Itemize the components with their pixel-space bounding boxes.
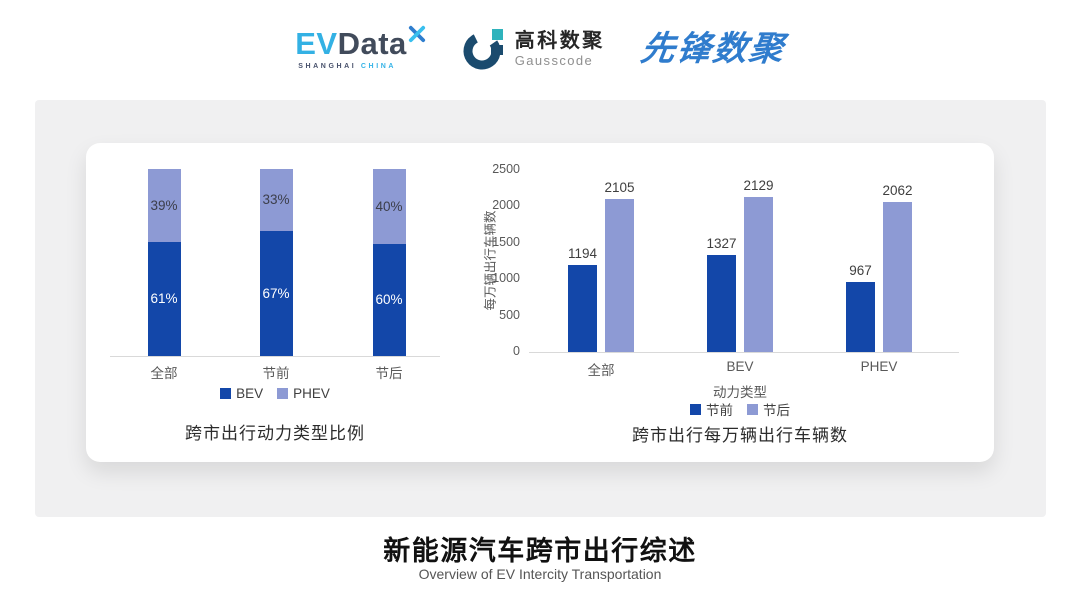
gausscode-wordmark: 高科数聚 Gausscode [515,30,605,68]
pre-holiday-bar [568,265,597,352]
legend-item: BEV [220,386,263,401]
y-tick-label: 2000 [492,198,520,213]
left-chart-categories: 全部 节前 节后 [110,362,440,381]
xianfeng-logo: 先锋数聚 [638,30,788,68]
y-tick-label: 1000 [492,271,520,286]
legend-label: 节前 [706,403,733,418]
phev-bar-segment: 39% [147,169,181,242]
post-holiday-bar [605,199,634,352]
header-logos: EV Data SHANGHAI CHINA 高科数聚 Gausscode [0,16,1080,82]
gausscode-cn-label: 高科数聚 [514,30,605,52]
post-holiday-bar [744,197,773,352]
right-chart-title: 跨市出行每万辆出行车辆数 [632,426,848,445]
y-tick-label: 1500 [492,234,520,249]
legend-label: 节后 [763,403,790,418]
left-chart-title: 跨市出行动力类型比例 [185,424,365,443]
evdata-wordmark: EV Data [295,25,426,61]
legend-swatch [220,388,232,399]
charts-card: 39% 61% 33% 67% 40% 60% 全部 节前 节后 BEV PHEV 跨市出行动力… [35,100,1046,517]
y-tick-label: 2500 [492,162,520,176]
y-tick-label: 500 [499,307,520,322]
charts-panel: 39% 61% 33% 67% 40% 60% 全部 节前 节后 BEV PHEV 跨市出行动力… [86,143,994,462]
right-chart-xlabel: 动力类型 [713,385,767,400]
right-chart-axis-line [529,352,959,353]
legend-label: BEV [236,386,264,401]
legend-swatch [277,388,289,399]
bar-value-label: 2129 [743,178,774,193]
evdata-logo: EV Data SHANGHAI CHINA [295,25,426,70]
post-holiday-bar [883,202,912,352]
phev-bar-segment: 40% [372,169,406,244]
evdata-tagline: SHANGHAI CHINA [295,63,426,70]
category-label: PHEV [860,359,898,374]
evdata-tagline-china: CHINA [360,63,397,70]
bar-value-label: 1194 [567,246,598,261]
evdata-logo-ev: EV [295,26,338,61]
category-label: BEV [726,359,754,374]
pre-holiday-bar [846,282,875,352]
evdata-tagline-shanghai: SHANGHAI [298,63,357,70]
legend-item: 节前 [690,399,733,419]
left-chart-legend: BEV PHEV [110,386,440,401]
category-label: 全部 [150,366,178,381]
gausscode-en-label: Gausscode [514,53,594,68]
legend-item: PHEV [277,386,330,401]
bar-value-label: 2105 [604,180,635,195]
left-chart-axis-line [110,356,440,357]
bar-value-label: 1327 [706,236,737,251]
right-chart-legend: 节前 节后 [471,399,1009,419]
report-subtitle: Overview of EV Intercity Transportation [418,566,662,582]
category-label: 全部 [587,363,615,378]
legend-swatch [690,403,701,415]
gausscode-logo: 高科数聚 Gausscode [462,27,605,71]
bev-bar-segment: 61% [147,241,181,356]
gausscode-g-icon [463,29,503,70]
right-chart-categories: 全部 BEV PHEV [471,359,1009,378]
right-chart-ylabel: 每万辆出行车辆数 [483,210,498,311]
legend-item: 节后 [747,399,790,419]
evdata-logo-data: Data [337,26,407,61]
phev-bar-segment: 33% [259,169,293,231]
category-label: 节后 [375,366,403,381]
evdata-star-icon [408,25,425,43]
category-label: 节前 [262,366,290,381]
legend-label: PHEV [293,386,330,401]
report-title: 新能源汽车跨市出行综述 [383,536,697,566]
bar-value-label: 967 [849,263,872,278]
bev-bar-segment: 67% [259,230,293,356]
legend-swatch [747,403,758,415]
grouped-chart: 0 500 1000 1500 2000 2500 每万辆出行车辆数 1194 2105 13… [471,143,981,462]
y-tick-label: 0 [513,344,520,358]
bev-bar-segment: 60% [372,243,406,356]
stacked-chart: 39% 61% 33% 67% 40% 60% 全部 节前 节后 BEV PHEV 跨市出行动力… [110,143,440,462]
pre-holiday-bar [707,255,736,352]
bar-value-label: 2062 [882,183,913,198]
